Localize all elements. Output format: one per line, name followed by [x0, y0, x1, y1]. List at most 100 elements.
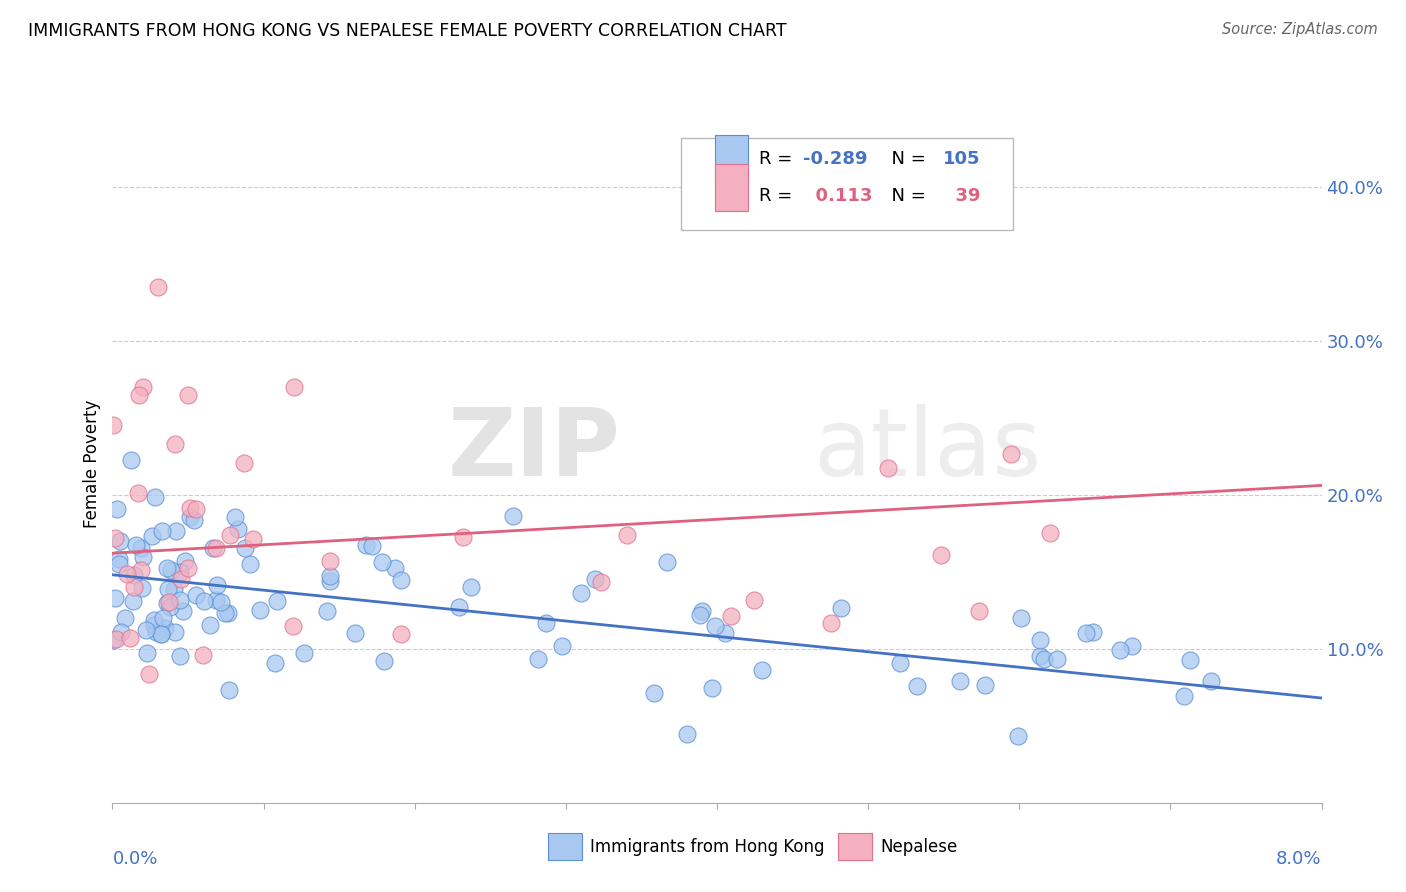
Point — [131, 581, 153, 595]
Point — [889, 656, 911, 670]
Point — [169, 649, 191, 664]
Point — [973, 678, 995, 692]
Point — [1038, 526, 1062, 541]
Point — [141, 529, 163, 543]
Point — [135, 624, 157, 638]
Point — [676, 727, 699, 741]
Text: N =: N = — [880, 187, 932, 205]
Point — [591, 574, 613, 589]
Point — [159, 600, 181, 615]
Point — [1180, 653, 1202, 667]
Point — [128, 388, 150, 402]
Point — [107, 501, 129, 516]
Point — [132, 380, 155, 394]
Point — [108, 552, 131, 566]
Point — [281, 618, 304, 632]
Point — [689, 607, 711, 622]
Point — [714, 626, 737, 640]
Point — [1029, 633, 1052, 648]
Point — [316, 603, 339, 617]
Point — [1045, 652, 1067, 666]
Text: 105: 105 — [943, 151, 980, 169]
Text: Immigrants from Hong Kong: Immigrants from Hong Kong — [591, 838, 824, 855]
Point — [233, 456, 256, 470]
Point — [177, 561, 200, 575]
Point — [108, 534, 131, 549]
Point — [127, 486, 149, 500]
Point — [217, 606, 239, 620]
Point — [389, 574, 412, 588]
Point — [101, 632, 124, 647]
FancyBboxPatch shape — [838, 833, 872, 861]
FancyBboxPatch shape — [714, 135, 748, 183]
Text: 0.113: 0.113 — [803, 187, 872, 205]
Text: Source: ZipAtlas.com: Source: ZipAtlas.com — [1222, 22, 1378, 37]
Point — [526, 652, 548, 666]
Text: R =: R = — [759, 187, 799, 205]
Point — [122, 568, 145, 582]
Point — [643, 686, 665, 700]
Point — [949, 674, 972, 689]
Text: N =: N = — [880, 151, 932, 169]
Point — [704, 619, 727, 633]
Point — [145, 624, 167, 639]
Point — [690, 604, 713, 618]
Text: 39: 39 — [943, 187, 980, 205]
Point — [150, 524, 173, 538]
Point — [157, 582, 180, 596]
Point — [1121, 639, 1143, 653]
Point — [201, 541, 224, 555]
Point — [929, 548, 952, 562]
Point — [183, 513, 205, 527]
Text: -0.289: -0.289 — [803, 151, 868, 169]
Point — [354, 538, 377, 552]
Point — [150, 627, 173, 641]
Point — [373, 655, 395, 669]
Point — [266, 593, 288, 607]
Point — [249, 603, 271, 617]
Point — [129, 563, 152, 577]
Point — [877, 460, 900, 475]
FancyBboxPatch shape — [681, 138, 1014, 230]
Text: R =: R = — [759, 151, 799, 169]
Point — [967, 604, 990, 618]
Point — [242, 533, 264, 547]
Point — [361, 539, 384, 553]
Point — [184, 501, 207, 516]
Point — [502, 508, 524, 523]
Point — [228, 522, 250, 536]
Point — [447, 600, 470, 615]
Point — [146, 279, 169, 293]
Point — [135, 646, 157, 660]
Point — [156, 596, 179, 610]
Point — [156, 560, 179, 574]
Point — [1029, 648, 1052, 663]
Point — [209, 595, 232, 609]
Point — [319, 574, 342, 588]
Point — [153, 621, 176, 635]
Point — [160, 563, 183, 577]
Point — [319, 554, 342, 568]
Point — [191, 648, 214, 663]
Point — [169, 593, 191, 607]
Point — [534, 615, 557, 630]
Point — [616, 527, 638, 541]
Point — [1011, 611, 1033, 625]
Point — [214, 607, 236, 621]
Point — [143, 614, 166, 628]
Point — [170, 572, 193, 586]
Point — [389, 627, 412, 641]
Point — [163, 582, 186, 596]
Point — [143, 490, 166, 504]
Point — [173, 554, 195, 568]
Point — [184, 588, 207, 602]
Point — [179, 509, 201, 524]
Point — [165, 625, 187, 640]
Point — [198, 618, 221, 632]
Point — [1007, 729, 1029, 743]
Point — [551, 639, 574, 653]
Point — [742, 592, 765, 607]
Point — [129, 541, 152, 555]
Point — [283, 380, 305, 394]
Point — [117, 567, 139, 582]
